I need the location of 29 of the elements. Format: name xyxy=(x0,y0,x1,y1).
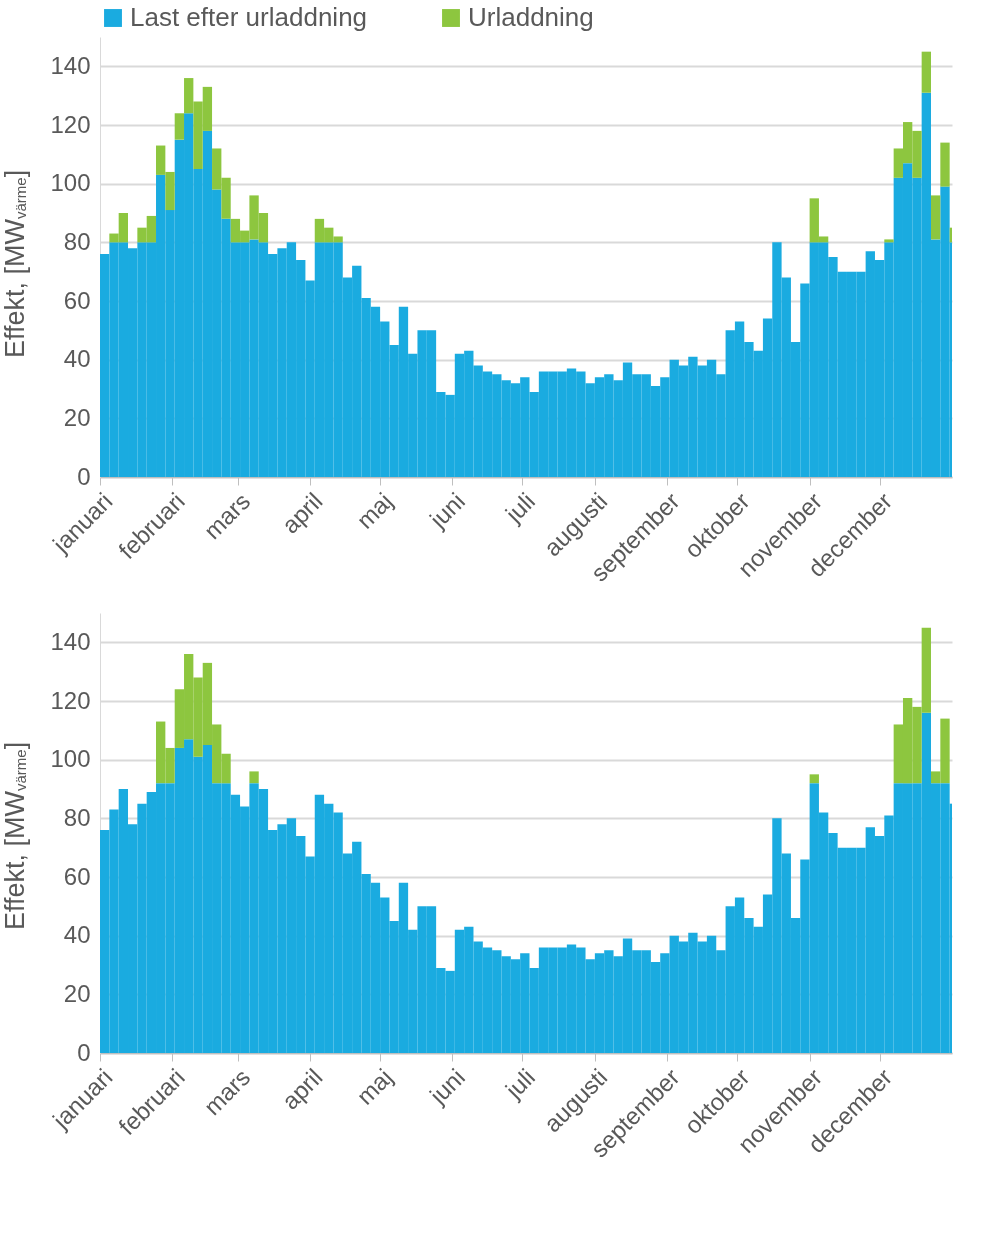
y-tick-label: 20 xyxy=(63,979,91,1007)
y-tick-label: 80 xyxy=(63,227,91,255)
bar xyxy=(174,113,185,140)
y-tick-label: 140 xyxy=(50,627,91,655)
bar xyxy=(884,239,894,243)
y-tick-label: 100 xyxy=(50,169,91,197)
y-tick-label: 20 xyxy=(63,403,91,431)
bar xyxy=(921,51,931,93)
y-tick-label: 40 xyxy=(63,921,91,949)
legend-label: Last efter urladdning xyxy=(130,2,368,32)
y-tick-label: 100 xyxy=(50,745,91,773)
y-tick-label: 120 xyxy=(50,110,91,138)
y-tick-label: 140 xyxy=(50,51,91,79)
y-tick-label: 120 xyxy=(50,686,91,714)
x-tick-label: maj xyxy=(351,1063,398,1110)
bar xyxy=(940,142,950,187)
bar xyxy=(249,771,259,784)
y-tick-label: 40 xyxy=(63,345,91,373)
x-tick-label: juli xyxy=(499,487,540,528)
y-tick-label: 0 xyxy=(77,462,91,490)
x-tick-label: maj xyxy=(351,487,398,534)
bar xyxy=(809,774,819,784)
bar xyxy=(930,195,941,240)
x-tick-label: juli xyxy=(499,1063,540,1104)
y-tick-label: 0 xyxy=(77,1038,91,1066)
y-tick-label: 60 xyxy=(63,862,91,890)
y-tick-label: 60 xyxy=(63,286,91,314)
legend-label: Urladdning xyxy=(468,2,594,32)
y-tick-label: 80 xyxy=(63,803,91,831)
